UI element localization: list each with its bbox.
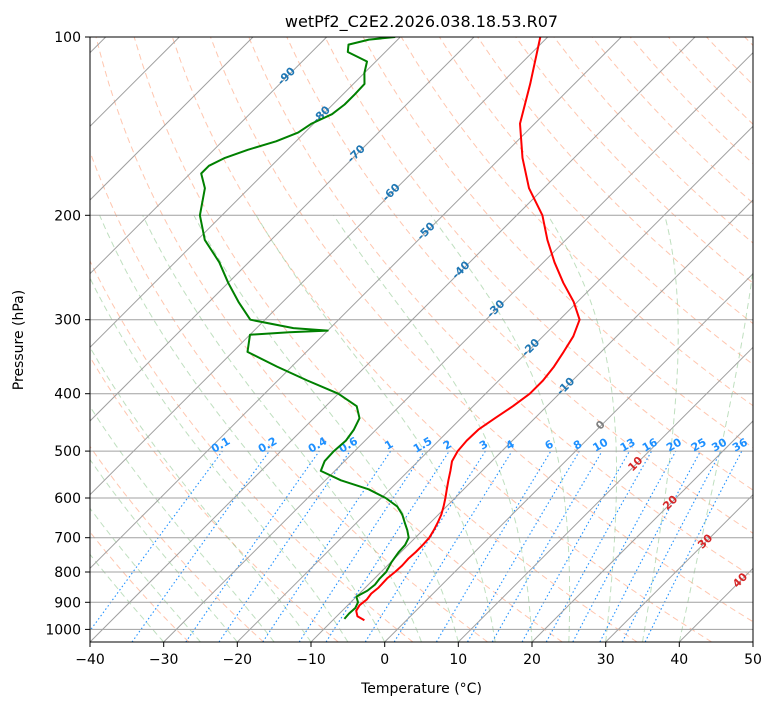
dry-adiabat [210,37,753,623]
isotherm-line [90,37,475,422]
dewpoint-profile [198,37,410,620]
dry-adiabat [90,356,339,642]
x-axis-title: Temperature (°C) [360,681,482,697]
isotherm-line [90,37,696,642]
x-tick-label: 30 [597,652,615,668]
mixing-ratio-line [262,450,392,642]
x-tick-label: −10 [296,652,326,668]
axis-ticks: −40 −30 −20 −10 0 10 20 30 40 50 100 200 300 400 500 60… [45,30,762,668]
x-tick-label: 50 [744,652,762,668]
mixing-ratio-line [185,450,320,642]
mixing-ratio-line [644,450,743,642]
x-tick-label: −30 [149,652,179,668]
isotherm-line [90,37,328,275]
isotherm-line [90,37,254,201]
chart-title: wetPf2_C2E2.2026.038.18.53.R07 [285,12,558,32]
y-tick-label: 800 [54,565,81,581]
isotherm-line [310,199,753,642]
x-tick-label: 40 [670,652,688,668]
moist-adiabat [678,266,753,642]
moist-adiabat [642,215,679,642]
mixing-ratio-line [90,450,223,632]
dry-adiabat [515,37,753,284]
moist-adiabat [90,405,275,642]
y-axis-title: Pressure (hPa) [11,290,27,390]
temperature-profile [355,37,581,622]
dry-adiabat [248,37,753,578]
x-tick-label: 0 [380,652,389,668]
moist-adiabat [90,346,312,642]
dry-adiabat [133,37,638,642]
y-tick-label: 400 [54,387,81,403]
moist-adiabat [90,458,238,642]
moist-adiabat [193,215,459,642]
mixing-ratio-line [298,450,425,642]
dry-adiabat [286,37,753,534]
y-tick-label: 700 [54,531,81,547]
dry-adiabat [171,37,712,642]
dry-adiabat [324,37,753,491]
isotherm-line [163,51,753,642]
x-tick-label: 20 [523,652,541,668]
y-tick-label: 600 [54,491,81,507]
mixing-ratio-line [545,450,653,642]
mixing-ratio-line [572,450,677,642]
dry-adiabat [90,445,264,642]
moist-adiabat [430,215,571,642]
moist-adiabat [99,215,386,642]
y-tick-label: 100 [54,30,81,46]
y-tick-label: 1000 [45,622,81,638]
mixing-ratio-labels: 0.1 0.2 0.4 0.6 1 1.5 2 3 4 6 8 10 13 16 20 25 30 36 [209,434,750,455]
mixing-ratio-line [131,450,270,642]
y-tick-label: 500 [54,444,81,460]
x-tick-label: −40 [75,652,105,668]
dry-adiabat [90,259,414,642]
y-tick-label: 200 [54,208,81,224]
y-tick-label: 300 [54,313,81,329]
mixing-ratio-line [393,450,513,642]
mixing-ratio-line [325,450,450,642]
isotherm-line [457,346,753,642]
moist-adiabat [333,215,533,642]
x-tick-label: 10 [449,652,467,668]
sounding-series [198,37,581,622]
isotherm-line [531,420,753,642]
background-lines [90,37,753,642]
y-tick-label: 900 [54,595,81,611]
isotherm-line [90,37,549,496]
isotherm-line [384,272,753,642]
x-tick-label: −20 [223,652,253,668]
isotherm-line [236,125,753,642]
isotherm-line [605,493,753,642]
mixing-ratio-line [521,450,630,642]
moist-adiabat [547,215,617,642]
isotherm-line [90,37,401,349]
plot-frame [89,36,754,643]
dry-adiabat [95,37,563,642]
moist-adiabat [142,215,422,642]
mixing-ratio-line [218,450,351,642]
grid-lines [90,37,753,642]
